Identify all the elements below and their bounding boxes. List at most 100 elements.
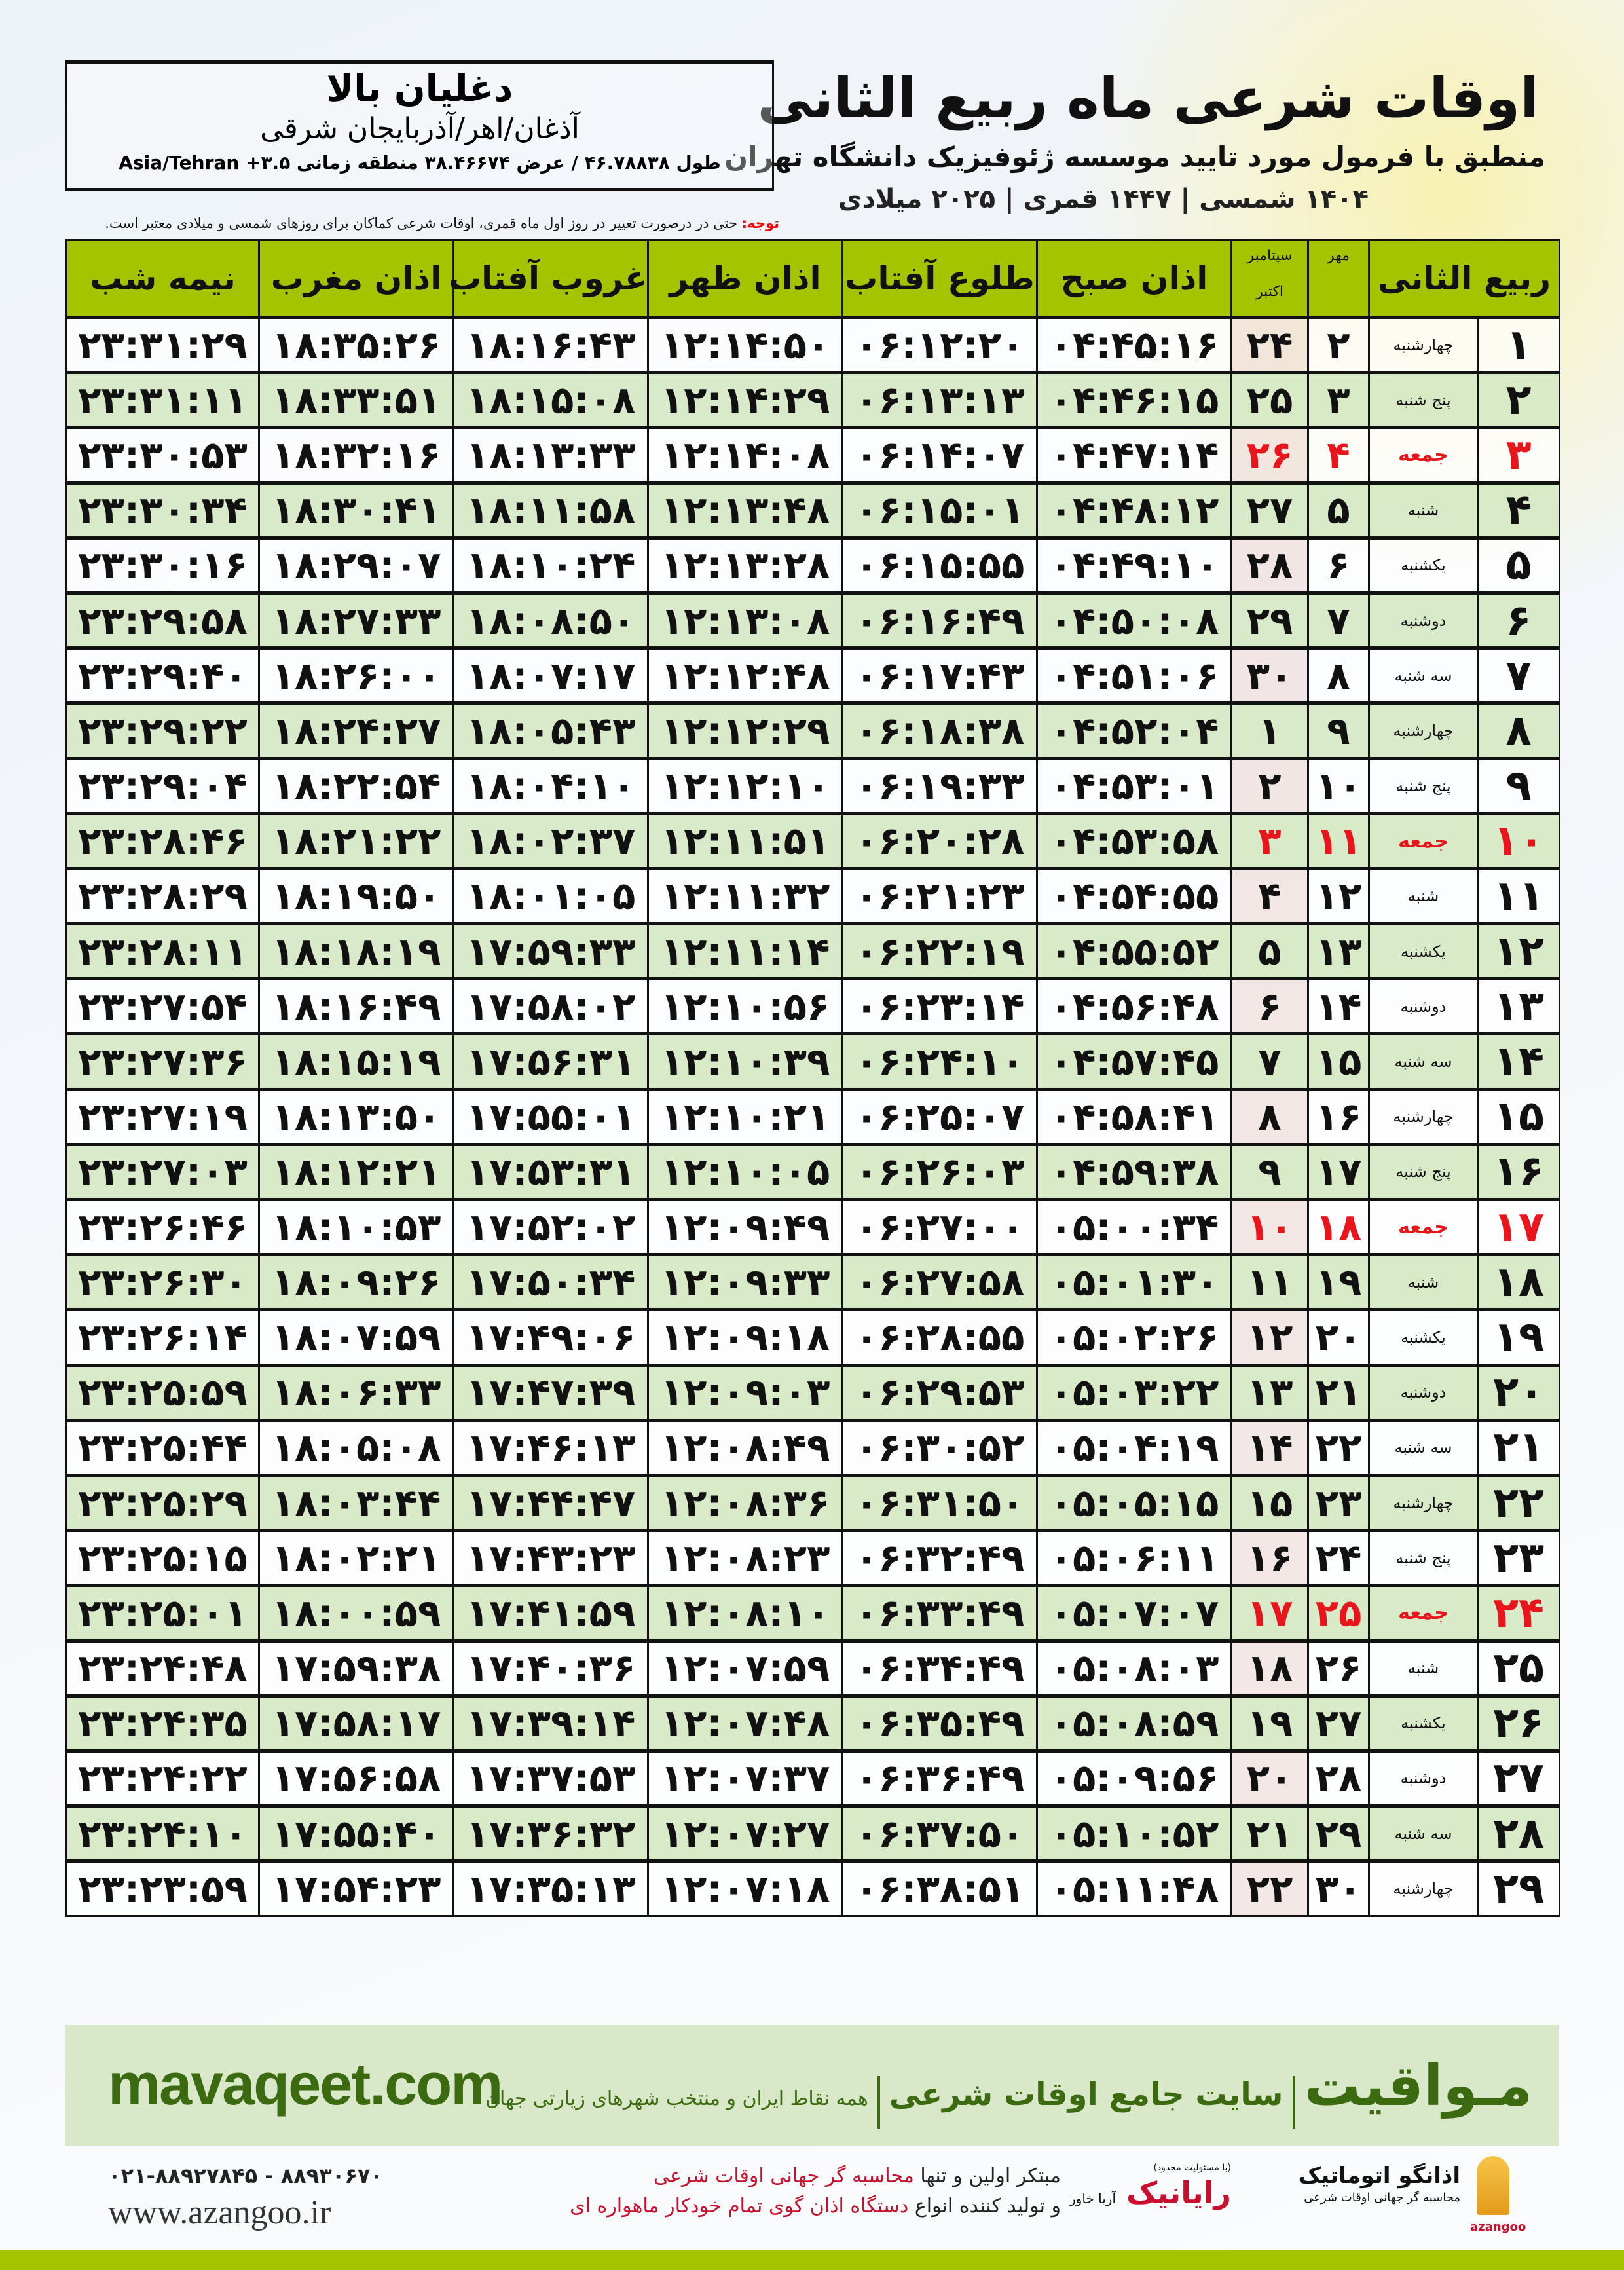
cell-greg: ۴ [1230,866,1309,925]
cell-tulu: ۰۶:۱۶:۴۹ [841,591,1038,650]
mavaqeet-site-link[interactable]: mavaqeet.com [108,2052,503,2117]
col-subh: اذان صبح [1036,239,1232,318]
year-line: ۱۴۰۴ شمسی | ۱۴۴۷ قمری | ۲۰۲۵ میلادی [838,184,1369,214]
mavaqeet-brand: مـواقیت سایت جامع اوقات شرعی همه نقاط ایرا… [485,2050,1532,2138]
cell-ghurub: ۱۸:۰۱:۰۵ [452,866,649,925]
cell-day: ۴ [1477,481,1560,539]
cell-ghurub: ۱۷:۵۹:۳۳ [452,922,649,980]
cell-maghrib: ۱۸:۳۵:۲۶ [258,315,454,374]
cell-tulu: ۰۶:۲۴:۱۰ [841,1032,1038,1090]
cell-tulu: ۰۶:۳۷:۵۰ [841,1804,1038,1863]
cell-weekday: شنبه [1368,866,1479,925]
cell-ghurub: ۱۸:۰۷:۱۷ [452,646,649,705]
cell-tulu: ۰۶:۱۵:۰۱ [841,481,1038,539]
col-ghurub: غروب آفتاب [449,239,649,318]
cell-zuhr: ۱۲:۱۲:۴۸ [647,646,843,705]
cell-nimeh: ۲۳:۲۴:۱۰ [65,1804,260,1863]
cell-mehr: ۳۰ [1307,1859,1370,1918]
cell-day: ۲۷ [1477,1749,1560,1808]
azangoo-en: azangoo [1470,2220,1526,2234]
cell-tulu: ۰۶:۲۷:۵۸ [841,1253,1038,1311]
cell-maghrib: ۱۸:۱۸:۱۹ [258,922,454,980]
cell-nimeh: ۲۳:۲۸:۱۱ [65,922,260,980]
cell-day: ۲۰ [1477,1363,1560,1421]
azangoo-website-link[interactable]: www.azangoo.ir [108,2194,331,2231]
cell-day: ۱۹ [1477,1308,1560,1366]
cell-zuhr: ۱۲:۰۸:۲۳ [647,1529,843,1587]
cell-weekday: شنبه [1368,1253,1479,1311]
col-nimeh: نیمه شب [65,239,260,318]
cell-weekday: یکشنبه [1368,1308,1479,1366]
cell-subh: ۰۴:۴۹:۱۰ [1036,536,1232,594]
cell-subh: ۰۴:۵۵:۵۲ [1036,922,1232,980]
cell-tulu: ۰۶:۱۸:۳۸ [841,701,1038,760]
cell-greg: ۱۹ [1230,1694,1309,1752]
cell-ghurub: ۱۷:۵۸:۰۲ [452,977,649,1035]
cell-nimeh: ۲۳:۲۵:۱۵ [65,1529,260,1587]
cell-tulu: ۰۶:۲۶:۰۳ [841,1142,1038,1201]
table-row: ۱۰ جمعه ۱۱ ۳ ۰۴:۵۳:۵۸ ۰۶:۲۰:۲۸ ۱۲:۱۱:۵۱ ۱۸:۰۲:۳… [65,811,1560,870]
cell-day: ۱۱ [1477,866,1560,925]
location-name: دغلیان بالا [326,67,513,110]
cell-subh: ۰۵:۰۳:۲۲ [1036,1363,1232,1421]
location-region: آذغان/اهر/آذربایجان شرقی [260,112,580,145]
cell-mehr: ۱۱ [1307,811,1370,870]
cell-weekday: چهارشنبه [1368,315,1479,374]
cell-greg: ۲۱ [1230,1804,1309,1863]
col-greg: سپتامبر اکتبر [1230,239,1309,318]
cell-subh: ۰۵:۰۷:۰۷ [1036,1584,1232,1642]
cell-subh: ۰۴:۴۶:۱۵ [1036,371,1232,429]
cell-maghrib: ۱۸:۱۶:۴۹ [258,977,454,1035]
cell-greg: ۲۴ [1230,315,1309,374]
cell-zuhr: ۱۲:۱۴:۵۰ [647,315,843,374]
cell-zuhr: ۱۲:۰۸:۳۶ [647,1473,843,1532]
cell-day: ۲۶ [1477,1694,1560,1752]
cell-maghrib: ۱۸:۰۶:۳۳ [258,1363,454,1421]
cell-weekday: جمعه [1368,811,1479,870]
cell-zuhr: ۱۲:۱۱:۵۱ [647,811,843,870]
cell-mehr: ۲۳ [1307,1473,1370,1532]
cell-weekday: جمعه [1368,1584,1479,1642]
note-text: حتی در درصورت تغییر در روز اول ماه قمری،… [105,215,742,231]
cell-day: ۱ [1477,315,1560,374]
table-row: ۲۷ دوشنبه ۲۸ ۲۰ ۰۵:۰۹:۵۶ ۰۶:۳۶:۴۹ ۱۲:۰۷:۳۷ ۱۷:۳… [65,1749,1560,1808]
cell-ghurub: ۱۸:۰۲:۳۷ [452,811,649,870]
cell-tulu: ۰۶:۲۸:۵۵ [841,1308,1038,1366]
cell-ghurub: ۱۷:۳۹:۱۴ [452,1694,649,1752]
cell-greg: ۱۸ [1230,1639,1309,1697]
cell-nimeh: ۲۳:۲۴:۳۵ [65,1694,260,1752]
cell-tulu: ۰۶:۳۵:۴۹ [841,1694,1038,1752]
cell-ghurub: ۱۷:۳۵:۱۳ [452,1859,649,1918]
cell-ghurub: ۱۷:۵۶:۳۱ [452,1032,649,1090]
cell-mehr: ۷ [1307,591,1370,650]
cell-day: ۱۴ [1477,1032,1560,1090]
cell-ghurub: ۱۷:۳۶:۳۲ [452,1804,649,1863]
cell-subh: ۰۴:۵۳:۰۱ [1036,756,1232,815]
cell-ghurub: ۱۷:۵۲:۰۲ [452,1197,649,1256]
cell-day: ۲۴ [1477,1584,1560,1642]
cell-tulu: ۰۶:۳۰:۵۲ [841,1418,1038,1476]
cell-ghurub: ۱۸:۱۱:۵۸ [452,481,649,539]
cell-nimeh: ۲۳:۲۴:۴۸ [65,1639,260,1697]
phone-numbers: ۰۲۱-۸۸۹۲۷۸۴۵ - ۸۸۹۳۰۶۷۰ [108,2163,383,2188]
cell-maghrib: ۱۸:۱۲:۲۱ [258,1142,454,1201]
cell-greg: ۲ [1230,756,1309,815]
cell-mehr: ۲۴ [1307,1529,1370,1587]
cell-mehr: ۲۰ [1307,1308,1370,1366]
cell-mehr: ۲۵ [1307,1584,1370,1642]
promo2-b: دستگاه اذان گوی تمام خودکار ماهواره ای [570,2195,909,2218]
cell-greg: ۱۷ [1230,1584,1309,1642]
cell-weekday: سه شنبه [1368,1804,1479,1863]
cell-weekday: چهارشنبه [1368,701,1479,760]
cell-zuhr: ۱۲:۱۴:۲۹ [647,371,843,429]
cell-maghrib: ۱۸:۱۳:۵۰ [258,1087,454,1145]
cell-zuhr: ۱۲:۱۰:۰۵ [647,1142,843,1201]
table-header: ربیع الثانی مهر سپتامبر اکتبر اذان صبح طل… [65,239,1560,318]
col-maghrib: اذان مغرب [258,239,454,318]
cell-mehr: ۲ [1307,315,1370,374]
cell-mehr: ۱۹ [1307,1253,1370,1311]
cell-day: ۱۸ [1477,1253,1560,1311]
azangoo-logo-text: اذانگو اتوماتیک [1298,2163,1460,2189]
cell-tulu: ۰۶:۲۱:۲۳ [841,866,1038,925]
table-row: ۲۳ پنج شنبه ۲۴ ۱۶ ۰۵:۰۶:۱۱ ۰۶:۳۲:۴۹ ۱۲:۰۸:۲۳ ۱۷… [65,1529,1560,1587]
